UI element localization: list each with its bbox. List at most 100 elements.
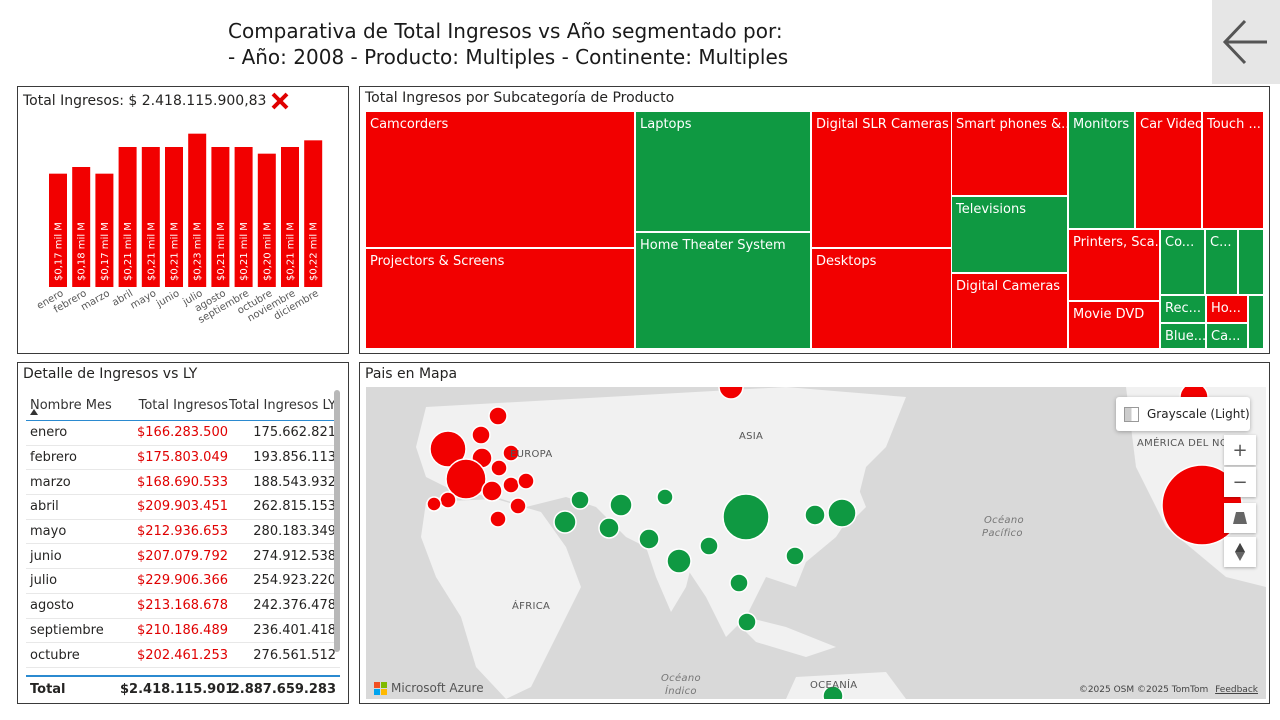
- treemap-tile-label: Printers, Sca...: [1073, 235, 1160, 250]
- treemap-tile[interactable]: Movie DVD: [1068, 301, 1160, 349]
- country-bubble[interactable]: [481, 480, 503, 502]
- country-bubble[interactable]: [488, 406, 508, 426]
- table-row[interactable]: septiembre $210.186.489 236.401.418: [26, 619, 340, 644]
- bar-marzo[interactable]: [95, 173, 114, 287]
- treemap-tile[interactable]: Touch ...: [1202, 111, 1264, 229]
- column-header-month[interactable]: Nombre Mes: [30, 398, 112, 413]
- table-row[interactable]: julio $229.906.366 254.923.220: [26, 569, 340, 594]
- bar-febrero[interactable]: [72, 167, 91, 287]
- treemap-tile[interactable]: Printers, Sca...: [1068, 229, 1160, 301]
- treemap-tile[interactable]: Projectors & Screens: [365, 248, 635, 349]
- table-row[interactable]: octubre $202.461.253 276.561.512: [26, 643, 340, 668]
- country-bubble[interactable]: [509, 497, 527, 515]
- country-bubble[interactable]: [699, 536, 719, 556]
- country-bubble[interactable]: [429, 430, 467, 468]
- country-bubble[interactable]: [598, 517, 620, 539]
- treemap-tile[interactable]: Ho...: [1206, 295, 1248, 323]
- treemap-tile[interactable]: Digital Cameras: [951, 273, 1068, 349]
- cell-revenue-ly: 254.923.220: [253, 573, 336, 589]
- treemap-tile[interactable]: [1248, 295, 1264, 349]
- country-bubble[interactable]: [517, 472, 535, 490]
- treemap-tile[interactable]: Rec...: [1160, 295, 1206, 323]
- country-bubble[interactable]: [553, 510, 577, 534]
- treemap-tile[interactable]: Digital SLR Cameras: [811, 111, 952, 248]
- revenue-detail-table: Detalle de Ingresos vs LY Nombre Mes Tot…: [17, 362, 349, 704]
- bar-septiembre[interactable]: [234, 147, 253, 287]
- treemap-tile-label: Home Theater System: [640, 238, 786, 253]
- country-bubble[interactable]: [502, 476, 520, 494]
- column-header-revenue[interactable]: Total Ingresos: [138, 398, 228, 413]
- table-row[interactable]: mayo $212.936.653 280.183.349: [26, 520, 340, 545]
- treemap-tile-label: Ho...: [1211, 301, 1241, 316]
- treemap-tile[interactable]: Car Video: [1135, 111, 1202, 229]
- treemap-tile[interactable]: Ca...: [1206, 323, 1248, 349]
- bar-julio[interactable]: [188, 133, 207, 287]
- bar-abril[interactable]: [118, 147, 137, 287]
- column-header-revenue-ly[interactable]: Total Ingresos LY: [229, 398, 336, 413]
- treemap-tile[interactable]: Televisions: [951, 196, 1068, 273]
- country-bubble[interactable]: [718, 387, 744, 400]
- table-row[interactable]: junio $207.079.792 274.912.538: [26, 544, 340, 570]
- feedback-link[interactable]: Feedback: [1215, 685, 1258, 695]
- x-tick-label: junio: [154, 288, 181, 310]
- country-bubble[interactable]: [785, 546, 805, 566]
- table-row[interactable]: enero $166.283.500 175.662.821: [26, 421, 340, 446]
- total-label: Total: [30, 681, 66, 697]
- country-bubble[interactable]: [489, 510, 507, 528]
- table-row[interactable]: febrero $175.803.049 193.856.113: [26, 446, 340, 471]
- country-bubble[interactable]: [729, 573, 749, 593]
- country-bubble[interactable]: [490, 459, 508, 477]
- table-scrollbar[interactable]: [334, 390, 340, 652]
- bar-junio[interactable]: [165, 147, 183, 287]
- country-bubble[interactable]: [804, 504, 826, 526]
- map-style-button[interactable]: Grayscale (Light): [1116, 397, 1250, 431]
- country-bubble[interactable]: [656, 488, 674, 506]
- bar-diciembre[interactable]: [304, 140, 323, 287]
- zoom-in-button[interactable]: +: [1224, 435, 1256, 465]
- treemap-tile[interactable]: Home Theater System: [635, 232, 811, 349]
- treemap-tile[interactable]: Blue...: [1160, 323, 1206, 349]
- country-bubble[interactable]: [822, 685, 844, 699]
- treemap-tile[interactable]: Smart phones &...: [951, 111, 1068, 196]
- country-bubble[interactable]: [471, 425, 491, 445]
- country-bubble[interactable]: [445, 458, 487, 500]
- treemap-tile[interactable]: Desktops: [811, 248, 952, 349]
- cell-revenue: $175.803.049: [137, 450, 228, 466]
- bar-agosto[interactable]: [211, 147, 230, 287]
- treemap-tile-label: Blue...: [1165, 329, 1206, 344]
- bar-mayo[interactable]: [141, 147, 160, 287]
- treemap-tile[interactable]: Laptops: [635, 111, 811, 232]
- country-bubble[interactable]: [570, 490, 590, 510]
- bar-noviembre[interactable]: [281, 147, 299, 287]
- treemap-tile[interactable]: Co...: [1160, 229, 1205, 295]
- tilt-button[interactable]: [1224, 503, 1256, 533]
- country-bubble[interactable]: [827, 498, 857, 528]
- table-row[interactable]: abril $209.903.451 262.815.153: [26, 495, 340, 520]
- table-body: enero $166.283.500 175.662.821 febrero $175.…: [26, 421, 340, 668]
- monthly-revenue-chart: Total Ingresos: $ 2.418.115.900,83 $0,17…: [17, 86, 349, 354]
- map-canvas[interactable]: ASIA EUROPA ÁFRICA OCEANÍA AMÉRICA DEL N…: [366, 387, 1266, 699]
- country-bubble[interactable]: [638, 528, 660, 550]
- compass-button[interactable]: [1224, 537, 1256, 567]
- country-bubble[interactable]: [722, 493, 770, 541]
- bar-octubre[interactable]: [257, 153, 276, 287]
- treemap-tile[interactable]: Camcorders: [365, 111, 635, 248]
- label-africa: ÁFRICA: [512, 601, 551, 612]
- table-row[interactable]: agosto $213.168.678 242.376.478: [26, 594, 340, 619]
- compass-icon: [1235, 543, 1245, 561]
- country-bubble[interactable]: [666, 548, 692, 574]
- treemap-tile[interactable]: Monitors: [1068, 111, 1135, 229]
- back-button[interactable]: [1212, 0, 1280, 84]
- country-bubble[interactable]: [609, 493, 633, 517]
- country-bubble[interactable]: [737, 612, 757, 632]
- bar-enero[interactable]: [49, 173, 67, 287]
- country-bubble[interactable]: [502, 444, 520, 462]
- country-bubble[interactable]: [426, 496, 442, 512]
- treemap-tile[interactable]: [1238, 229, 1264, 295]
- treemap-tile[interactable]: C...: [1205, 229, 1238, 295]
- cell-revenue: $209.903.451: [137, 499, 228, 515]
- bar-data-label: $0,21 mil M: [239, 222, 250, 281]
- table-row[interactable]: marzo $168.690.533 188.543.932: [26, 470, 340, 496]
- country-bubble[interactable]: [439, 491, 457, 509]
- zoom-out-button[interactable]: −: [1224, 467, 1256, 497]
